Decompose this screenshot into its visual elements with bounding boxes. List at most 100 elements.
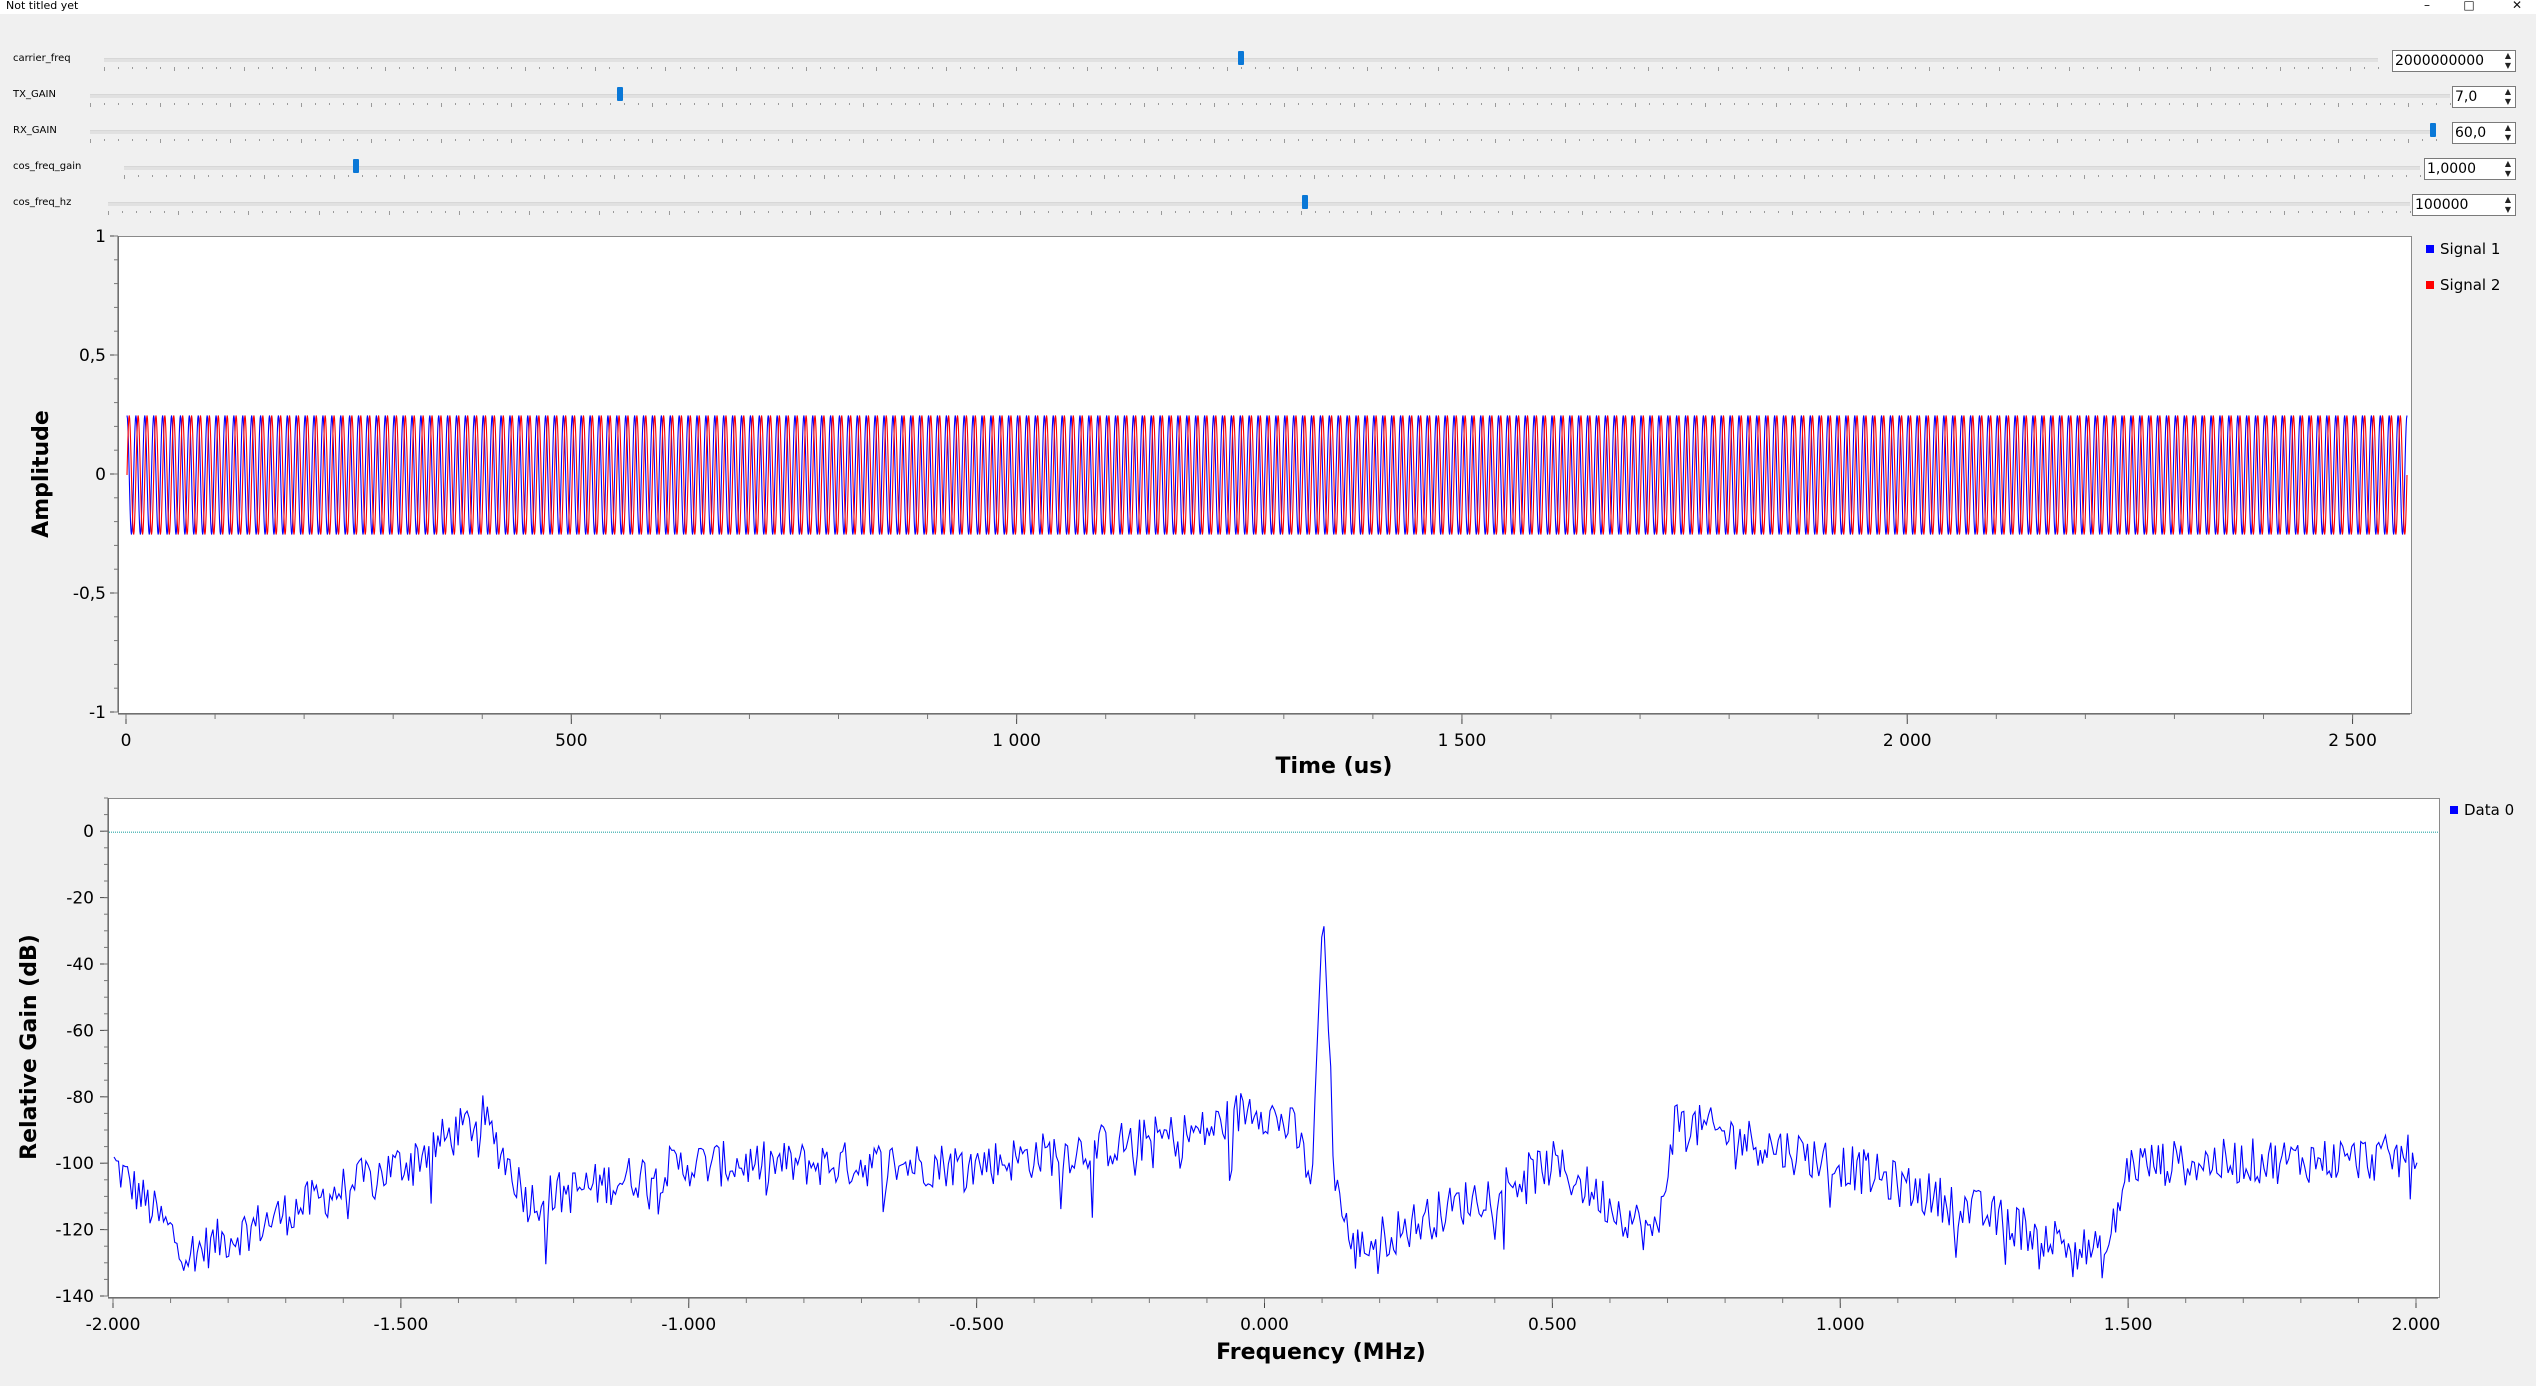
time-plot-canvas[interactable] [118,236,2412,714]
slider-tick [1621,103,1623,105]
rx-gain-spinbox[interactable]: ▲ ▼ [2452,122,2516,144]
tx-gain-up-icon[interactable]: ▲ [2504,87,2512,96]
slider-tick [2042,175,2043,177]
cos-freq-gain-up-icon[interactable]: ▲ [2504,159,2512,168]
slider-tick [866,175,867,177]
cos-freq-gain-input[interactable] [2425,159,2501,179]
slider-tick [202,103,204,105]
tx-gain-spinbox[interactable]: ▲ ▼ [2452,86,2516,108]
time-y-tick-label: 0,5 [79,346,106,366]
cos-freq-hz-input[interactable] [2413,195,2501,215]
slider-tick [385,103,386,105]
rx-gain-down-icon[interactable]: ▼ [2504,133,2512,142]
rx-gain-up-icon[interactable]: ▲ [2504,123,2512,132]
slider-tick [623,67,625,69]
slider-tick [2056,139,2058,143]
slider-tick [2325,211,2327,213]
legend-signal-2[interactable]: Signal 2 [2426,276,2500,294]
carrier-freq-slider[interactable] [104,51,2378,65]
slider-tick [739,211,741,215]
slider-tick [2393,103,2395,105]
slider-tick [1622,175,1623,177]
tx-gain-row: TX_GAIN ▲ ▼ [0,76,2536,108]
slider-tick [1146,175,1147,177]
cos-freq-hz-down-icon[interactable]: ▼ [2504,205,2512,214]
slider-tick [230,67,232,69]
tx-gain-input[interactable] [2453,87,2501,107]
slider-tick [833,67,835,69]
legend-data-0[interactable]: Data 0 [2450,801,2514,819]
slider-tick [1199,139,1201,141]
carrier-freq-down-icon[interactable]: ▼ [2504,61,2512,70]
cos-freq-gain-slider[interactable] [124,159,2420,173]
cos-freq-hz-spinbox[interactable]: ▲ ▼ [2412,194,2516,216]
slider-tick [2279,67,2281,71]
window-title-bar: Not titled yet – □ ✕ [0,0,2536,14]
slider-tick [988,67,990,69]
rx-gain-input[interactable] [2453,123,2501,143]
tx-gain-slider[interactable] [90,87,2450,101]
slider-tick [1003,139,1005,143]
slider-tick [1845,103,1847,107]
time-y-tick-label: 1 [95,227,106,247]
slider-tick [328,139,330,141]
carrier-freq-slider-handle[interactable] [1238,51,1244,65]
slider-tick [656,175,657,177]
slider-tick [188,67,190,69]
freq-x-axis-label: Frequency (MHz) [1216,1340,1426,1365]
slider-tick [1623,211,1625,213]
carrier-freq-input[interactable] [2393,51,2501,71]
cos-freq-gain-down-icon[interactable]: ▼ [2504,169,2512,178]
rx-gain-slider[interactable] [90,123,2436,137]
slider-tick [1241,67,1242,69]
slider-tick [1694,211,1696,213]
tx-gain-slider-handle[interactable] [617,87,624,101]
slider-tick [1227,139,1229,141]
freq-x-tick-label: 1.000 [1816,1315,1865,1335]
slider-tick [750,103,752,105]
slider-tick [1157,139,1159,141]
slider-tick [1916,175,1917,177]
slider-tick [2169,139,2171,141]
slider-tick [2267,103,2269,107]
maximize-icon[interactable]: □ [2463,0,2475,12]
cos-freq-hz-slider[interactable] [108,195,2410,209]
rx-gain-slider-handle[interactable] [2430,123,2436,137]
carrier-freq-up-icon[interactable]: ▲ [2504,51,2512,60]
slider-tick [1594,175,1595,179]
freq-plot-canvas[interactable] [108,798,2440,1298]
slider-tick [2157,211,2159,213]
slider-tick [722,103,724,107]
cos-freq-gain-spinbox[interactable]: ▲ ▼ [2424,158,2516,180]
slider-tick [627,211,629,213]
slider-tick [1818,175,1819,177]
slider-tick [1972,103,1974,105]
signal-2-swatch [2426,281,2434,289]
minimize-icon[interactable]: – [2424,0,2430,12]
slider-tick [1776,175,1777,177]
slider-tick [544,175,545,179]
slider-tick [1368,139,1370,141]
cos-freq-gain-row: cos_freq_gain ▲ ▼ [0,148,2536,180]
slider-tick [2435,103,2437,105]
time-y-tick-label: 0 [95,465,106,485]
slider-tick [1774,67,1776,69]
slider-tick [90,103,91,107]
slider-tick [2378,175,2379,177]
cos-freq-gain-slider-handle[interactable] [353,159,359,173]
cos-freq-hz-up-icon[interactable]: ▲ [2504,195,2512,204]
cos-freq-hz-slider-handle[interactable] [1301,195,1308,209]
slider-tick [1325,67,1327,69]
carrier-freq-spinbox[interactable]: ▲ ▼ [2392,50,2516,72]
slider-tick [370,103,372,107]
slider-tick [792,139,794,143]
close-icon[interactable]: ✕ [2511,0,2523,12]
slider-tick [2393,139,2395,141]
tx-gain-down-icon[interactable]: ▼ [2504,97,2512,106]
slider-tick [1916,103,1918,107]
slider-tick [2139,67,2141,71]
legend-signal-1[interactable]: Signal 1 [2426,240,2500,258]
slider-tick [2129,211,2131,213]
freq-series-data-0-line [113,926,2418,1279]
slider-tick [1521,67,1523,69]
